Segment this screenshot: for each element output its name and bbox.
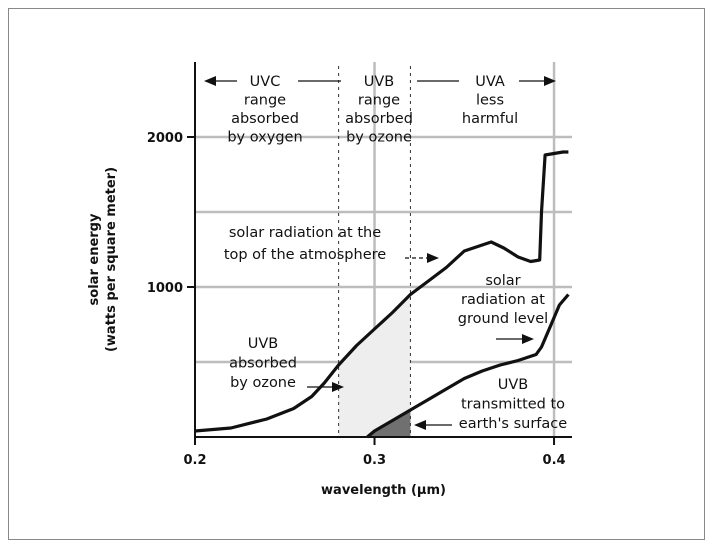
uvb-transmitted-label-line-2: transmitted to [461, 397, 565, 413]
axes: 1000 2000 0.2 0.3 0.4 wavelength (μm) solar en… [87, 62, 572, 498]
uvb-absorbed-label-line-1: UVB [248, 336, 278, 352]
ground-level-line [366, 293, 570, 439]
uvb-absorbed-label-line-3: by ozone [230, 375, 296, 391]
uvb-absorbed-arrow-head [332, 382, 344, 392]
top-of-atmosphere-label-line-2: top of the atmosphere [224, 247, 386, 263]
uvc-label-line-1: UVC [250, 74, 281, 90]
uva-range-arrow-head [544, 76, 556, 86]
uvb-absorbed-area [338, 294, 411, 437]
x-tick-label: 0.3 [363, 453, 386, 468]
ground-level-label-line-1: solar [485, 273, 520, 289]
uvb-transmitted-label-line-1: UVB [498, 377, 528, 393]
uvb-absorbed-label-line-2: absorbed [229, 356, 297, 372]
figure-frame: 1000 2000 0.2 0.3 0.4 wavelength (μm) solar en… [8, 8, 705, 540]
uvc-label-line-3: absorbed [231, 111, 299, 127]
uvc-range-arrow-head [204, 76, 216, 86]
uvb-band-label-line-4: by ozone [346, 130, 412, 146]
uva-label-line-3: harmful [462, 111, 518, 127]
solar-spectrum-chart: 1000 2000 0.2 0.3 0.4 wavelength (μm) solar en… [87, 62, 572, 498]
x-axis-label: wavelength (μm) [321, 483, 446, 498]
y-tick-label: 2000 [147, 131, 183, 146]
ground-level-arrow-head [522, 334, 534, 344]
uvb-band-label-line-1: UVB [364, 74, 394, 90]
ground-level-label-line-2: radiation at [461, 292, 545, 308]
uva-label-line-1: UVA [475, 74, 505, 90]
y-tick-label: 1000 [147, 281, 183, 296]
uvb-transmitted-label-line-3: earth's surface [459, 416, 567, 432]
y-axis-label-line-1: solar energy [87, 213, 102, 305]
y-axis-label-line-2: (watts per square meter) [104, 167, 119, 352]
top-of-atmosphere-label-line-1: solar radiation at the [229, 225, 381, 241]
ground-level-label-line-3: ground level [458, 311, 548, 327]
x-tick-label: 0.4 [543, 453, 566, 468]
uvc-label-line-2: range [244, 93, 286, 109]
band-boundaries [338, 66, 411, 437]
uvc-label-line-4: by oxygen [227, 130, 302, 146]
top-of-atmosphere-arrow-head [427, 253, 439, 263]
uvb-transmitted-arrow-head [414, 420, 426, 430]
top-of-atmosphere-line [194, 150, 569, 433]
uvb-band-label-line-2: range [358, 93, 400, 109]
arrows [204, 76, 556, 430]
uva-label-line-2: less [476, 93, 504, 109]
annotations: UVC range absorbed by oxygen UVB range absorbe… [224, 74, 567, 432]
uvb-band-label-line-3: absorbed [345, 111, 413, 127]
x-tick-label: 0.2 [183, 453, 206, 468]
series-lines [194, 150, 570, 439]
